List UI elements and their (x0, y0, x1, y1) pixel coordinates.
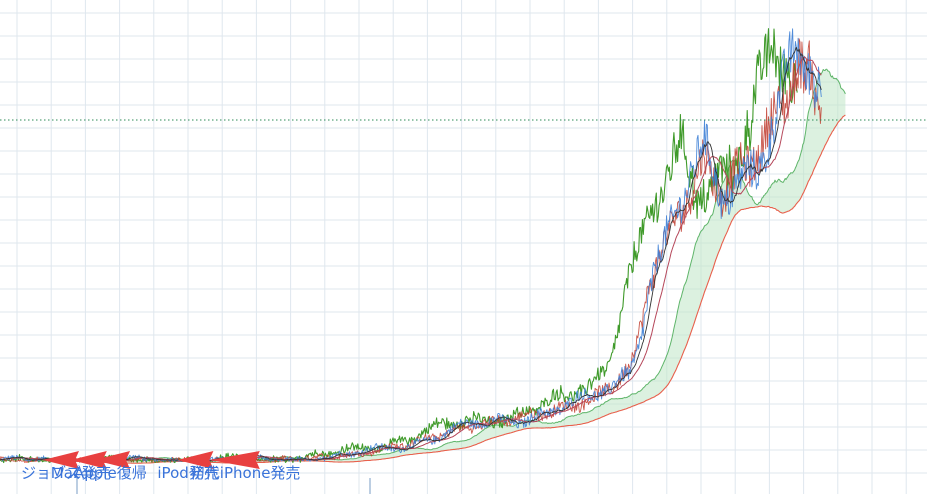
annotation-arrow (94, 451, 130, 469)
annotation-label: iPod発売 (157, 464, 218, 482)
annotation-arrow (70, 451, 107, 469)
annotation-label: Mac発売 (51, 464, 111, 482)
annotation-arrow (209, 451, 260, 469)
reference-line-group (0, 119, 927, 494)
annotation-arrow (43, 451, 79, 469)
ichimoku-cloud (23, 68, 846, 464)
leading-span-b-line (24, 114, 846, 464)
leading-span-a-line (23, 68, 846, 462)
annotation-label: Apple復帰 (74, 464, 147, 482)
annotation-label: 初代iPhone発売 (190, 464, 301, 482)
chart-series (0, 28, 822, 464)
base-line (0, 56, 822, 462)
conversion-line (0, 46, 822, 462)
lagging-span-line (0, 28, 798, 464)
annotation-label: ジョブズ (21, 464, 81, 482)
annotation-arrow (177, 451, 214, 469)
